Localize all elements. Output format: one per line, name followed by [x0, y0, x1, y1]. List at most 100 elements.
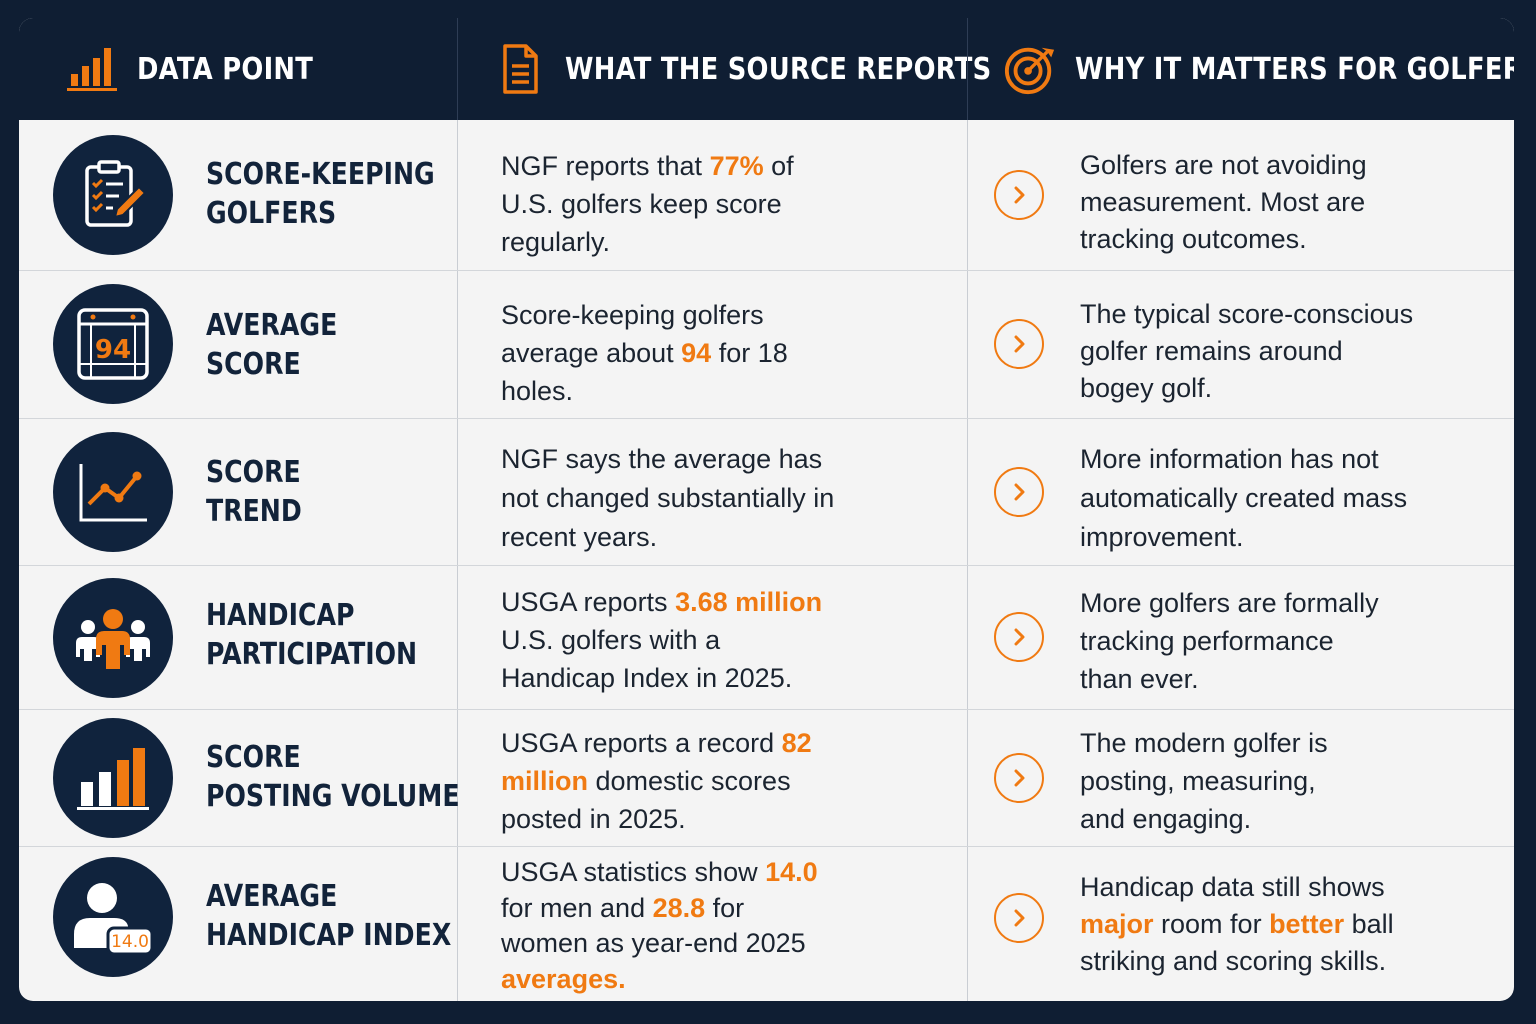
table-header: DATA POINT WHAT THE SOURCE REPORTS [19, 18, 1514, 120]
text-segment: measurement. Most are [1080, 187, 1366, 217]
header-label: DATA POINT [137, 51, 314, 87]
source-text: USGA reports a record 82 million domestic… [501, 724, 901, 838]
why-text: The typical score-conscious golfer remain… [1080, 296, 1480, 407]
row-label-line: SCORE [206, 740, 301, 775]
column-divider [967, 18, 968, 1001]
row-label: HANDICAP PARTICIPATION [206, 596, 417, 674]
text-segment: tracking performance [1080, 626, 1334, 656]
source-text: USGA reports 3.68 million U.S. golfers wi… [501, 583, 901, 697]
text-segment: of [763, 151, 794, 181]
why-line: improvement. [1080, 518, 1480, 557]
text-segment: posted in 2025. [501, 804, 686, 834]
text-segment: NGF says the average has [501, 444, 823, 474]
row-label-line: GOLFERS [206, 196, 337, 231]
text-segment: room for [1153, 909, 1270, 939]
row-label-line: AVERAGE [206, 308, 338, 343]
header-divider [457, 18, 458, 120]
target-arrow-icon [1003, 42, 1057, 96]
source-line: NGF says the average has [501, 440, 901, 479]
text-segment: USGA reports [501, 587, 676, 617]
row-label-line: SCORE [206, 455, 301, 490]
text-segment: bogey golf. [1080, 373, 1213, 403]
why-line: Golfers are not avoiding [1080, 147, 1480, 184]
why-line: Handicap data still shows [1080, 869, 1480, 906]
source-line: USGA statistics show 14.0 [501, 855, 901, 891]
text-segment: U.S. golfers with a [501, 625, 721, 655]
header-divider [967, 18, 968, 120]
why-line: tracking outcomes. [1080, 221, 1480, 258]
why-line: The typical score-conscious [1080, 296, 1480, 333]
table-row: HANDICAP PARTICIPATION USGA reports 3.68 … [19, 565, 1514, 709]
text-segment: for [705, 892, 745, 923]
highlight-value: million [501, 766, 588, 796]
text-segment: women as year-end 2025 [501, 928, 806, 958]
highlight-value: major [1080, 909, 1154, 939]
why-line: More golfers are formally [1080, 584, 1480, 622]
why-line: posting, measuring, [1080, 762, 1480, 800]
source-line: USGA reports a record 82 [501, 724, 901, 762]
text-segment: Score-keeping golfers [501, 300, 764, 330]
chevron-right-icon [994, 753, 1044, 803]
highlight-value: 77% [709, 151, 764, 181]
why-line: striking and scoring skills. [1080, 943, 1480, 980]
source-line: holes. [501, 372, 901, 410]
source-line: million domestic scores [501, 762, 901, 800]
text-segment: and engaging. [1080, 804, 1252, 834]
text-segment: NGF reports that [501, 151, 710, 181]
header-why: WHY IT MATTERS FOR GOLFERS [967, 18, 1514, 120]
table-row: SCORE-KEEPING GOLFERS NGF reports that 77… [19, 120, 1514, 270]
source-line: women as year-end 2025 [501, 926, 901, 962]
clipboard-checklist-pencil-icon [53, 135, 173, 255]
why-line: More information has not [1080, 440, 1480, 479]
source-line: for men and 28.8 for [501, 891, 901, 927]
source-line: average about 94 for 18 [501, 334, 901, 372]
row-label-line: SCORE [206, 347, 301, 382]
text-segment: tracking outcomes. [1080, 224, 1307, 254]
text-segment: The typical score-conscious [1080, 299, 1414, 329]
why-line: than ever. [1080, 660, 1480, 698]
source-line: U.S. golfers keep score [501, 185, 901, 223]
source-text: NGF reports that 77% of U.S. golfers keep… [501, 147, 901, 261]
highlight-value: averages. [501, 963, 626, 994]
text-segment: for men and [501, 892, 653, 923]
chevron-right-icon [994, 612, 1044, 662]
source-line: not changed substantially in [501, 479, 901, 518]
source-line: U.S. golfers with a [501, 621, 901, 659]
bar-chart-icon [65, 42, 119, 96]
calendar-scorecard-icon: 94 [53, 284, 173, 404]
chevron-right-icon [994, 893, 1044, 943]
source-line: Score-keeping golfers [501, 296, 901, 334]
why-text: Golfers are not avoiding measurement. Mos… [1080, 147, 1480, 258]
text-segment: More information has not [1080, 444, 1379, 474]
chevron-right-icon [994, 319, 1044, 369]
text-segment: recent years. [501, 522, 658, 552]
document-icon [493, 42, 547, 96]
row-label: AVERAGE SCORE [206, 306, 337, 384]
row-label: SCORE-KEEPING GOLFERS [206, 155, 435, 233]
table-row: 14.0 AVERAGE HANDICAP INDEX USGA statisti… [19, 846, 1514, 1001]
line-trend-chart-icon [53, 432, 173, 552]
text-segment: Handicap Index in 2025. [501, 663, 793, 693]
why-line: bogey golf. [1080, 370, 1480, 407]
row-label-line: POSTING VOLUME [206, 779, 460, 814]
source-text: Score-keeping golfers average about 94 fo… [501, 296, 901, 410]
row-label-line: HANDICAP [206, 598, 355, 633]
text-segment: USGA statistics show [501, 857, 766, 887]
source-line: NGF reports that 77% of [501, 147, 901, 185]
row-label-line: TREND [206, 494, 302, 529]
text-segment: posting, measuring, [1080, 766, 1316, 796]
highlight-value: 28.8 [652, 892, 706, 923]
row-label-line: PARTICIPATION [206, 637, 418, 672]
text-segment: The modern golfer is [1080, 728, 1328, 758]
source-line: averages. [501, 962, 901, 998]
text-segment: automatically created mass [1080, 483, 1408, 513]
text-segment: striking and scoring skills. [1080, 946, 1387, 976]
text-segment: golfer remains around [1080, 336, 1343, 366]
text-segment: ball [1344, 909, 1394, 939]
source-line: posted in 2025. [501, 800, 901, 838]
row-label: SCORE POSTING VOLUME [206, 738, 460, 816]
text-segment: domestic scores [588, 766, 791, 796]
header-label: WHAT THE SOURCE REPORTS [565, 51, 992, 87]
data-table-card: DATA POINT WHAT THE SOURCE REPORTS [19, 18, 1514, 1001]
header-label: WHY IT MATTERS FOR GOLFERS [1075, 51, 1514, 87]
